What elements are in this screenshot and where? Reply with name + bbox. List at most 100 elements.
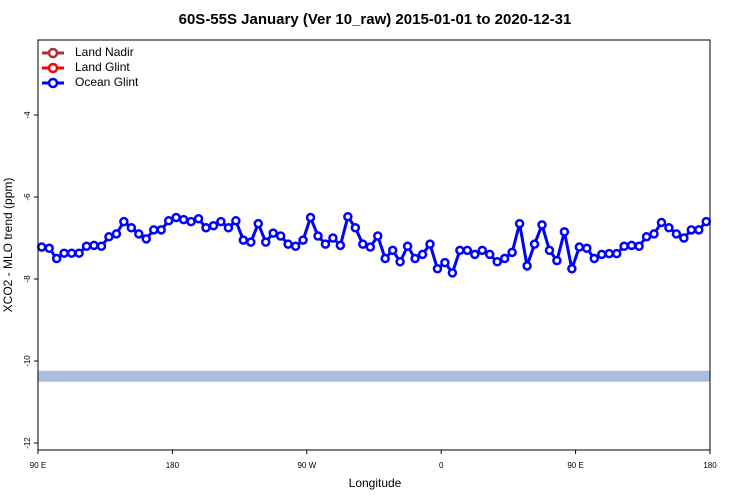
x-tick-label: 180 [166, 461, 180, 470]
data-point [350, 223, 361, 233]
data-point [544, 245, 555, 256]
data-point [514, 218, 525, 229]
data-point [141, 234, 152, 244]
data-point [559, 227, 570, 237]
data-point [432, 264, 443, 274]
data-point [320, 239, 331, 249]
data-point [694, 225, 704, 235]
data-point [36, 242, 47, 252]
data-point [477, 245, 488, 256]
data-point [619, 241, 629, 251]
data-point [686, 225, 697, 235]
data-point [163, 216, 174, 226]
data-point [81, 241, 92, 251]
data-point [335, 240, 346, 251]
data-point [260, 237, 271, 247]
data-point [380, 253, 390, 264]
data-point [701, 216, 712, 227]
data-point [574, 242, 585, 252]
data-point [552, 255, 562, 266]
data-point [171, 212, 181, 223]
data-point [253, 218, 264, 229]
data-point [313, 231, 323, 241]
data-point [626, 240, 637, 251]
y-tick-label: -6 [23, 193, 32, 201]
data-point [582, 243, 592, 254]
data-point [201, 223, 211, 233]
data-point [634, 241, 644, 251]
legend-marker [47, 62, 59, 74]
data-point [283, 239, 293, 249]
data-point [462, 245, 473, 256]
data-point [484, 249, 495, 260]
data-point [268, 228, 278, 238]
data-point [104, 232, 114, 242]
x-tick-label: 0 [439, 461, 444, 470]
data-point [447, 268, 458, 278]
data-point [417, 249, 428, 260]
data-point [649, 229, 659, 239]
data-point [402, 241, 413, 251]
data-point [656, 217, 667, 228]
data-point [387, 245, 398, 256]
y-tick-label: -12 [23, 437, 32, 449]
data-point [410, 253, 420, 264]
data-point [290, 241, 301, 251]
data-point [358, 239, 368, 249]
data-point [492, 257, 502, 267]
data-point [671, 229, 682, 239]
data-point [425, 239, 435, 249]
data-point [440, 257, 450, 268]
data-point [298, 235, 308, 245]
data-point [186, 216, 196, 227]
data-point [611, 248, 622, 259]
data-point [499, 253, 510, 264]
data-point [537, 220, 547, 230]
data-point [328, 233, 338, 243]
data-point [365, 242, 376, 252]
data-point [275, 231, 286, 241]
y-tick-label: -4 [23, 111, 32, 119]
data-point [305, 212, 316, 223]
legend-label: Ocean Glint [75, 75, 139, 89]
data-point [238, 235, 249, 245]
data-point [343, 211, 353, 222]
data-point [522, 261, 532, 271]
data-point [148, 225, 159, 235]
data-point [470, 249, 480, 260]
data-point [589, 253, 600, 264]
data-point [529, 239, 540, 249]
data-point [641, 232, 652, 242]
data-point [89, 240, 99, 251]
x-axis-label: Longitude [349, 476, 402, 490]
x-tick-label: 180 [703, 461, 717, 470]
data-point [246, 237, 256, 247]
legend-label: Land Nadir [75, 45, 134, 59]
data-point [119, 216, 129, 227]
data-point [216, 216, 226, 227]
x-tick-label: 90 E [30, 461, 46, 470]
data-point [156, 225, 166, 235]
data-point [193, 214, 204, 224]
y-tick-label: -8 [23, 275, 32, 283]
data-point [596, 249, 607, 260]
legend-label: Land Glint [75, 60, 130, 74]
data-point [44, 243, 54, 254]
x-tick-label: 90 E [567, 461, 583, 470]
plot-frame [37, 39, 711, 451]
data-point [126, 223, 137, 233]
data-point [134, 229, 144, 239]
data-point [679, 233, 689, 243]
y-tick-label: -10 [23, 355, 32, 367]
data-point [231, 216, 241, 226]
x-tick-label: 90 W [297, 461, 316, 470]
data-point [507, 247, 517, 258]
data-point [74, 248, 84, 258]
data-point [111, 229, 122, 239]
data-point [567, 264, 577, 274]
legend-marker [47, 47, 59, 59]
data-point [395, 257, 405, 267]
data-point [223, 223, 234, 233]
data-point [96, 241, 107, 251]
